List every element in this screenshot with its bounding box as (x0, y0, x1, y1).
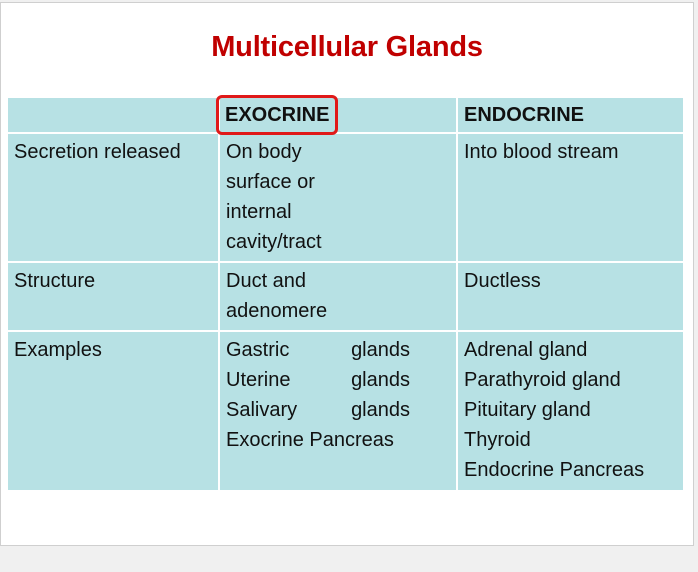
cell-line: Ductless (464, 270, 541, 292)
exocrine-cell: On body surface or internal cavity/tract (218, 132, 458, 263)
row-label: Secretion released (6, 132, 220, 263)
cell-line: Duct and (226, 270, 307, 292)
example-name: Salivary (226, 399, 298, 421)
example-name: Uterine (226, 369, 291, 391)
table-header-row: EXOCRINE ENDOCRINE (6, 95, 685, 135)
example-line: Uterine glands (226, 365, 410, 395)
endocrine-cell: Into blood stream (456, 132, 685, 263)
example-line: Gastric glands (226, 335, 410, 365)
row-label: Examples (6, 330, 220, 492)
example-suffix: glands (351, 399, 410, 421)
exocrine-highlight-box: EXOCRINE (216, 95, 339, 135)
cell-line: Endocrine Pancreas (464, 459, 645, 481)
exocrine-cell: Duct and adenomere (218, 261, 458, 332)
table-row: Examples Gastric glands Uterine glands S… (6, 330, 685, 492)
example-suffix: glands (351, 369, 410, 391)
cell-line: On body (226, 141, 302, 163)
endocrine-cell: Adrenal gland Parathyroid gland Pituitar… (456, 330, 685, 492)
cell-line: Into blood stream (464, 141, 619, 163)
table-row: Structure Duct and adenomere Ductless (6, 261, 685, 332)
table-row: Secretion released On body surface or in… (6, 132, 685, 263)
example-line: Salivary glands (226, 395, 410, 425)
cell-line: Adrenal gland (464, 339, 588, 361)
header-exocrine: EXOCRINE (216, 95, 458, 135)
example-suffix: glands (351, 339, 410, 361)
exocrine-cell: Gastric glands Uterine glands Salivary g… (218, 330, 458, 492)
cell-line: Parathyroid gland (464, 369, 621, 391)
cell-line: Pituitary gland (464, 399, 591, 421)
slide-title: Multicellular Glands (211, 31, 483, 63)
cell-line: adenomere (226, 300, 328, 322)
header-endocrine: ENDOCRINE (456, 96, 685, 134)
cell-line: cavity/tract (226, 231, 322, 253)
cell-line: surface or (226, 171, 315, 193)
slide: Multicellular Glands EXOCRINE ENDOCRINE … (0, 2, 694, 546)
row-label: Structure (6, 261, 220, 332)
example-name: Gastric (226, 339, 290, 361)
glands-table: EXOCRINE ENDOCRINE Secretion released On… (6, 95, 685, 492)
header-empty (6, 96, 220, 134)
cell-line: Exocrine Pancreas (226, 429, 394, 451)
endocrine-cell: Ductless (456, 261, 685, 332)
cell-line: Thyroid (464, 429, 531, 451)
cell-line: internal (226, 201, 292, 223)
